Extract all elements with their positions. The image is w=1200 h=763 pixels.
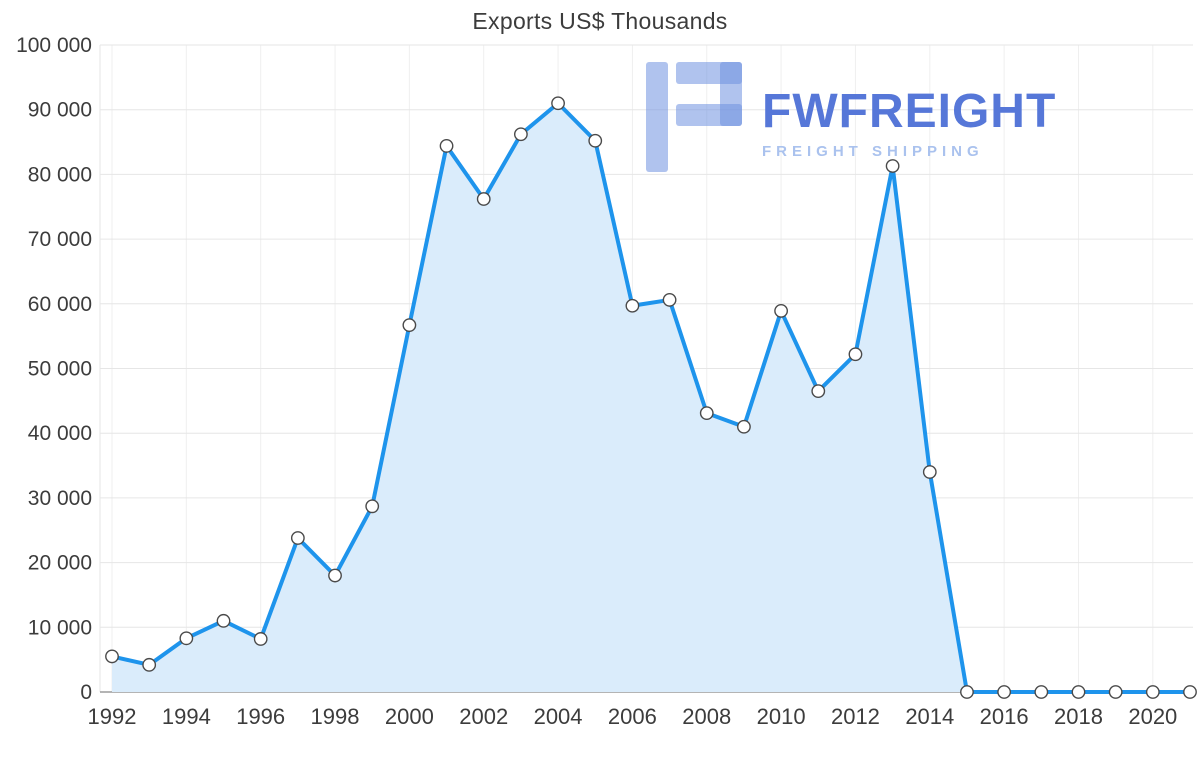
data-point-1996[interactable]	[253, 632, 268, 646]
x-tick-label: 2012	[831, 704, 880, 729]
x-tick-label: 2002	[459, 704, 508, 729]
data-point-2005[interactable]	[588, 133, 603, 148]
data-point-2011[interactable]	[811, 384, 826, 399]
y-tick-label: 30 000	[28, 487, 92, 510]
y-tick-label: 40 000	[28, 422, 92, 445]
data-point-2013[interactable]	[885, 159, 900, 173]
data-point-2019[interactable]	[1108, 685, 1123, 699]
data-point-2014[interactable]	[922, 465, 937, 479]
chart-area	[112, 103, 1190, 693]
y-tick-label: 100 000	[16, 34, 92, 57]
data-point-1993[interactable]	[142, 657, 157, 672]
data-point-2007[interactable]	[662, 293, 677, 307]
data-point-2006[interactable]	[625, 298, 640, 313]
x-tick-label: 1998	[311, 704, 360, 729]
y-tick-label: 70 000	[28, 228, 92, 251]
x-tick-label: 2014	[905, 704, 954, 729]
x-tick-label: 2008	[682, 704, 731, 729]
data-point-2017[interactable]	[1034, 685, 1049, 699]
data-point-2012[interactable]	[848, 347, 863, 362]
data-point-2003[interactable]	[513, 127, 528, 142]
x-tick-label: 2004	[534, 704, 583, 729]
data-point-2000[interactable]	[402, 318, 417, 333]
data-point-2018[interactable]	[1071, 685, 1086, 699]
chart-title: Exports US$ Thousands	[472, 8, 728, 34]
x-tick-label: 1996	[236, 704, 285, 729]
x-tick-label: 2000	[385, 704, 434, 729]
data-point-2002[interactable]	[476, 192, 491, 206]
data-point-2016[interactable]	[997, 685, 1012, 699]
data-point-1998[interactable]	[328, 568, 342, 583]
x-tick-label: 2006	[608, 704, 657, 729]
data-point-1995[interactable]	[216, 613, 231, 628]
data-point-2021[interactable]	[1183, 685, 1197, 699]
y-tick-label: 50 000	[28, 358, 92, 381]
x-tick-label: 2018	[1054, 704, 1103, 729]
y-tick-label: 10 000	[28, 616, 92, 639]
x-tick-label: 2016	[980, 704, 1029, 729]
data-point-2001[interactable]	[439, 139, 454, 153]
x-tick-label: 1992	[88, 704, 137, 729]
y-tick-label: 90 000	[28, 99, 92, 122]
data-point-1999[interactable]	[365, 499, 380, 514]
data-point-2020[interactable]	[1145, 685, 1160, 699]
y-tick-label: 20 000	[28, 552, 92, 575]
data-point-2009[interactable]	[737, 419, 751, 434]
data-point-1994[interactable]	[179, 631, 194, 646]
data-point-2004[interactable]	[551, 96, 565, 111]
data-point-2015[interactable]	[960, 685, 974, 699]
data-point-2008[interactable]	[699, 406, 714, 421]
data-point-1997[interactable]	[290, 531, 305, 545]
data-point-2010[interactable]	[774, 304, 789, 318]
y-tick-label: 0	[80, 681, 92, 704]
y-tick-label: 80 000	[28, 163, 92, 186]
y-tick-label: 60 000	[28, 293, 92, 316]
data-point-1992[interactable]	[105, 649, 119, 664]
x-tick-label: 2010	[757, 704, 806, 729]
x-tick-label: 2020	[1128, 704, 1177, 729]
x-tick-label: 1994	[162, 704, 211, 729]
